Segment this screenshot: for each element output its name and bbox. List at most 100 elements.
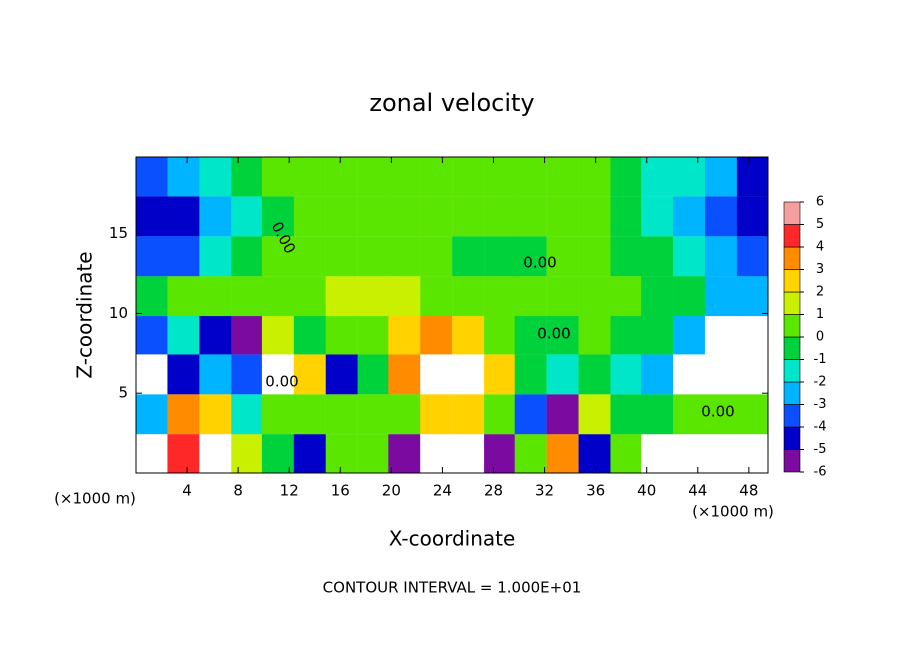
field-cell xyxy=(546,196,579,237)
field-cell xyxy=(546,157,579,197)
field-cell xyxy=(293,276,326,317)
field-cell xyxy=(546,314,579,355)
field-cell xyxy=(293,236,326,277)
x-tick-label: 20 xyxy=(382,482,401,500)
colorbar-label: -2 xyxy=(814,375,827,390)
field-cell xyxy=(231,276,264,317)
contour-label: 0.00 xyxy=(537,325,570,343)
field-cell xyxy=(199,196,232,237)
field-cell xyxy=(293,354,326,395)
field-cell xyxy=(452,196,485,237)
y-axis-label: Z-coordinate xyxy=(73,251,97,378)
field-cell xyxy=(293,196,326,237)
plot-frame xyxy=(135,156,769,474)
field-cell xyxy=(484,434,517,473)
field-cell xyxy=(388,354,421,395)
colorbar-box xyxy=(783,224,801,248)
x-tick-label: 36 xyxy=(586,482,605,500)
field-cell xyxy=(199,236,232,277)
x-tick-label: 28 xyxy=(484,482,503,500)
x-unit-label: (×1000 m) xyxy=(54,490,136,508)
field-cell xyxy=(167,157,200,197)
field-cell xyxy=(167,196,200,237)
field-cell xyxy=(736,314,768,355)
field-cell xyxy=(673,236,706,277)
field-cell xyxy=(420,236,453,277)
field-cell xyxy=(673,157,706,197)
contour-label: 0.00 xyxy=(701,403,734,421)
field-cell xyxy=(641,314,674,355)
field-cell xyxy=(578,394,611,435)
field-cell xyxy=(610,434,643,473)
field-cell xyxy=(452,434,485,473)
x-tick-label: 48 xyxy=(739,482,758,500)
field-cell xyxy=(136,434,168,473)
field-cell xyxy=(167,236,200,277)
field-cell xyxy=(325,157,358,197)
field-cell xyxy=(388,314,421,355)
field-cell xyxy=(578,354,611,395)
field-cell xyxy=(484,196,517,237)
field-cell xyxy=(610,354,643,395)
field-cell xyxy=(388,196,421,237)
field-cell xyxy=(357,236,390,277)
field-cell xyxy=(167,434,200,473)
field-cell xyxy=(388,276,421,317)
field-cell xyxy=(546,276,579,317)
x-tick-label: 8 xyxy=(233,482,243,500)
field-cell xyxy=(357,157,390,197)
field-cell xyxy=(704,196,738,237)
field-cell xyxy=(641,394,674,435)
field-cell xyxy=(261,196,295,237)
field-cell xyxy=(136,236,168,277)
x-tick-label: 4 xyxy=(182,482,192,500)
colorbar-box xyxy=(783,336,801,360)
field-cell xyxy=(199,276,232,317)
field-cell xyxy=(325,196,358,237)
field-cell xyxy=(136,276,168,317)
contour-label: 0.00 xyxy=(523,254,556,272)
x-axis-label: X-coordinate xyxy=(389,527,516,551)
field-cell xyxy=(514,394,547,435)
field-cell xyxy=(452,157,485,197)
field-cell xyxy=(261,394,295,435)
field-cell xyxy=(578,157,611,197)
field xyxy=(136,157,768,473)
field-cell xyxy=(199,157,232,197)
colorbar-box xyxy=(783,359,801,383)
field-cell xyxy=(641,434,674,473)
field-cell xyxy=(578,276,611,317)
x-unit-label: (×1000 m) xyxy=(692,503,774,521)
field-cell xyxy=(610,157,643,197)
field-cell xyxy=(514,236,547,277)
colorbar-label: 6 xyxy=(816,195,824,210)
y-tick-label: 5 xyxy=(118,384,128,402)
field-cell xyxy=(484,276,517,317)
chart-title: zonal velocity xyxy=(369,89,534,117)
colorbar-box xyxy=(783,381,801,405)
field-cell xyxy=(136,394,168,435)
x-tick-label: 16 xyxy=(331,482,350,500)
field-cell xyxy=(231,236,264,277)
field-cell xyxy=(704,236,738,277)
contour-label: 0.00 xyxy=(265,373,298,391)
field-cell xyxy=(514,157,547,197)
field-cell xyxy=(199,434,232,473)
field-cell xyxy=(736,236,768,277)
field-cell xyxy=(641,276,674,317)
x-tick-label: 12 xyxy=(280,482,299,500)
field-cell xyxy=(261,354,295,395)
field-cell xyxy=(261,314,295,355)
colorbar-label: -5 xyxy=(814,442,827,457)
field-cell xyxy=(704,314,738,355)
field-cell xyxy=(546,434,579,473)
field-cell xyxy=(261,236,295,277)
field-cell xyxy=(452,394,485,435)
field-cell xyxy=(420,314,453,355)
field-cell xyxy=(199,394,232,435)
field-cell xyxy=(325,354,358,395)
field-cell xyxy=(704,394,738,435)
field-cell xyxy=(420,157,453,197)
x-tick-label: 40 xyxy=(637,482,656,500)
